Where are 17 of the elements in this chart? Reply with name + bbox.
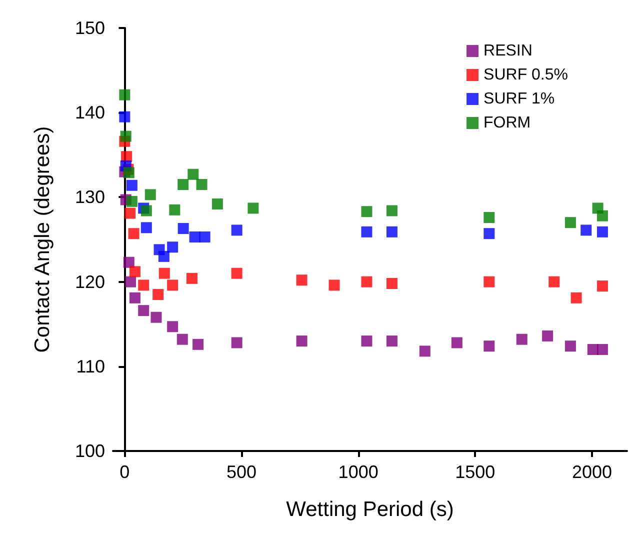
y-tick-label: 120 [74, 272, 105, 292]
legend-label: SURF 0.5% [484, 66, 568, 84]
y-tick-label: 150 [74, 18, 105, 38]
x-axis-title: Wetting Period (s) [286, 498, 454, 521]
x-tick-label: 500 [226, 462, 257, 482]
x-tick-label: 0 [120, 462, 130, 482]
y-tick-label: 110 [76, 356, 105, 376]
x-tick-label: 1000 [338, 462, 378, 482]
y-axis-title: Contact Angle (degrees) [31, 126, 54, 353]
legend-label: FORM [484, 114, 531, 132]
y-tick-label: 140 [74, 102, 105, 123]
y-tick-label: 100 [74, 441, 105, 461]
legend-label: SURF 1% [484, 90, 555, 108]
legend-label: RESIN [484, 42, 532, 60]
y-tick-label: 130 [74, 187, 105, 208]
x-tick-label: 1500 [455, 462, 496, 482]
x-tick-label: 2000 [572, 462, 612, 482]
